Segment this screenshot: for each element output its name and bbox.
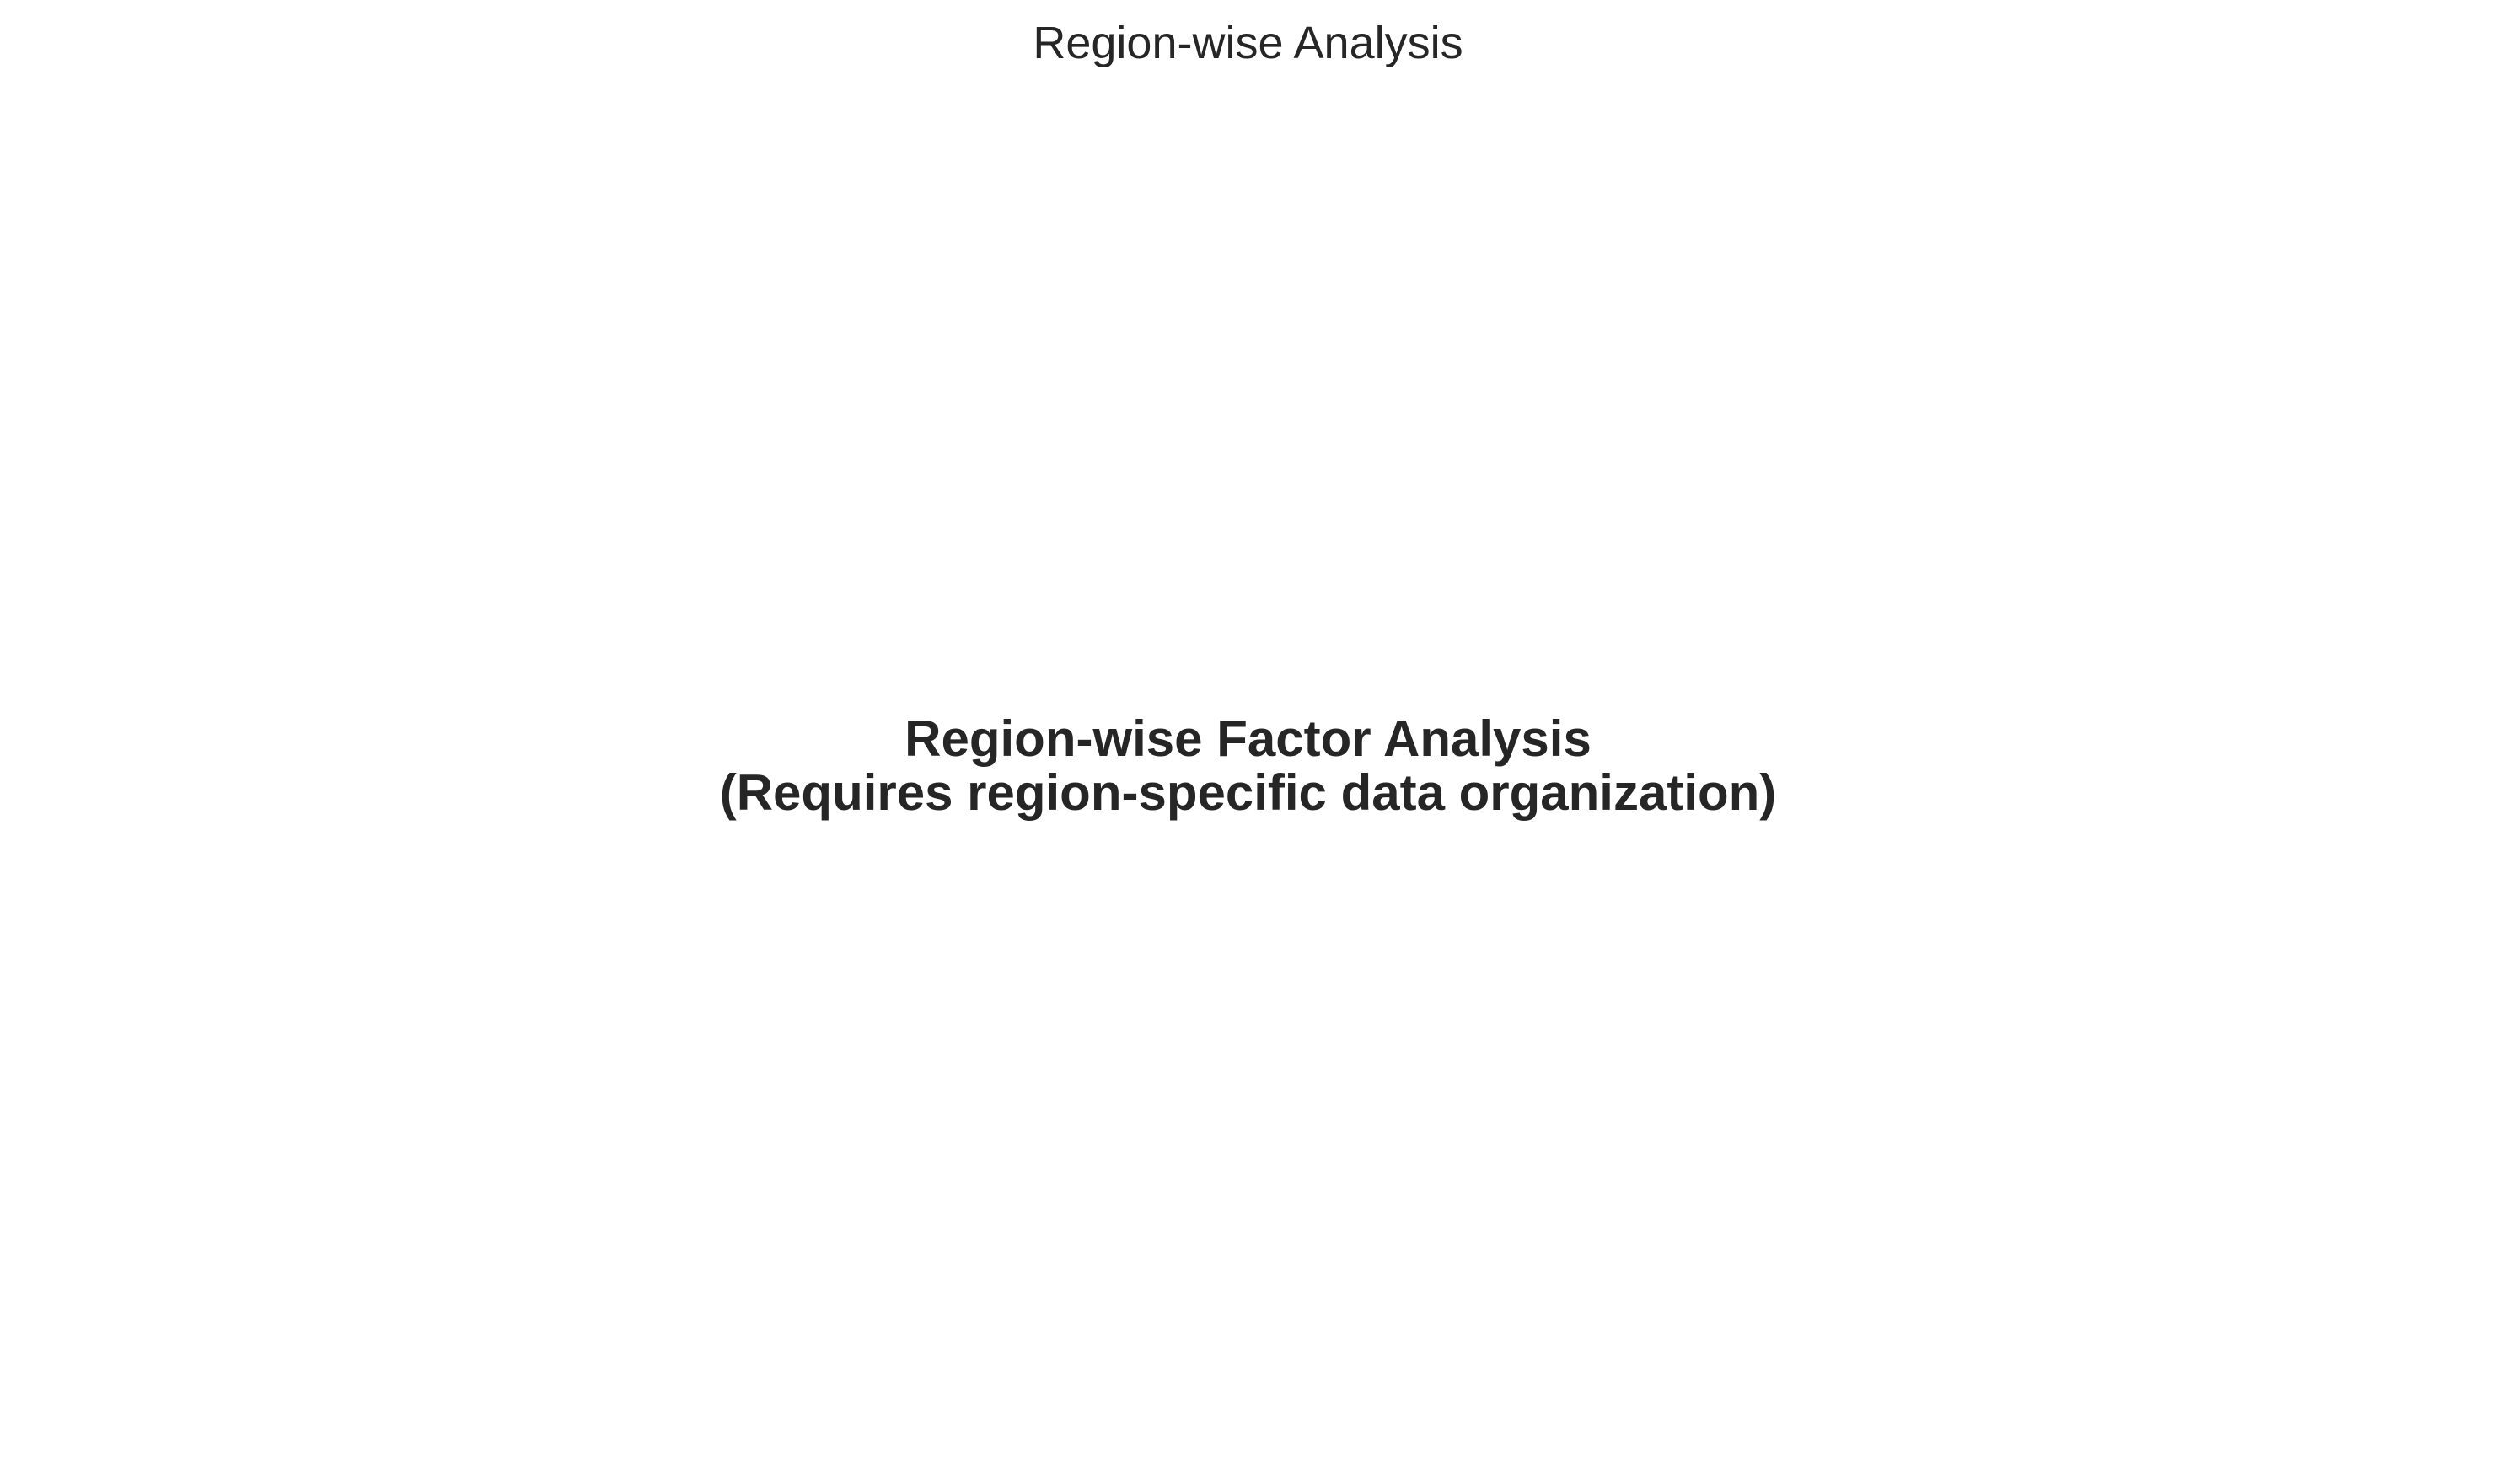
placeholder-message: Region-wise Factor Analysis (Requires re… bbox=[0, 712, 2496, 820]
chart-title: Region-wise Analysis bbox=[1033, 18, 1463, 68]
placeholder-message-line-2: (Requires region-specific data organizat… bbox=[719, 764, 1777, 821]
placeholder-message-line-1: Region-wise Factor Analysis bbox=[904, 710, 1592, 767]
